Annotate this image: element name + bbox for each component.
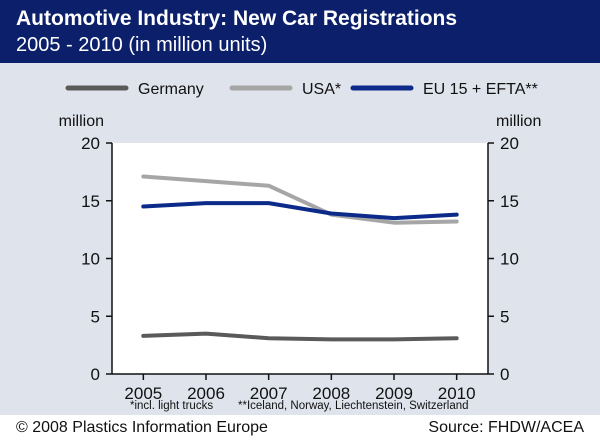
series-line-eu-15-efta xyxy=(141,201,459,221)
y-tick-label-left: 5 xyxy=(91,307,100,326)
chart-panel: 0 0 5 5 10 10 15 15 20 20 million million 2005 2006 20… xyxy=(0,63,600,415)
legend-label: Germany xyxy=(138,81,204,98)
y-tick-label-right: 10 xyxy=(500,250,519,269)
y-tick-label-right: 5 xyxy=(500,307,509,326)
y-tick-label-left: 20 xyxy=(81,134,100,153)
legend-label: EU 15 + EFTA** xyxy=(423,81,538,98)
legend-label: USA* xyxy=(302,81,341,98)
y-tick-label-left: 10 xyxy=(81,250,100,269)
footnote-efta: **Iceland, Norway, Liechtenstein, Switze… xyxy=(238,400,469,412)
header-bar: Automotive Industry: New Car Registratio… xyxy=(0,0,600,63)
x-tick-label: 2009 xyxy=(375,384,413,403)
y-tick-label-left: 0 xyxy=(91,365,100,384)
x-tick-label: 2006 xyxy=(187,384,225,403)
copyright-text: © 2008 Plastics Information Europe xyxy=(16,419,268,436)
chart-title: Automotive Industry: New Car Registratio… xyxy=(16,7,458,30)
series-line-germany xyxy=(141,331,459,342)
y-tick-label-right: 15 xyxy=(500,192,519,211)
series-line-usa xyxy=(141,174,459,225)
line-chart: 0 0 5 5 10 10 15 15 20 20 million million 2005 2006 20… xyxy=(59,81,542,412)
footnote-light-trucks: *incl. light trucks xyxy=(130,400,213,412)
chart-subtitle: 2005 - 2010 (in million units) xyxy=(16,34,268,56)
y-unit-label-right: million xyxy=(496,113,541,130)
y-tick-label-right: 20 xyxy=(500,134,519,153)
x-tick-label: 2010 xyxy=(438,384,476,403)
footer-bar: © 2008 Plastics Information Europe Sourc… xyxy=(0,415,600,443)
source-text: Source: FHDW/ACEA xyxy=(428,419,584,436)
y-tick-label-right: 0 xyxy=(500,365,509,384)
y-unit-label-left: million xyxy=(59,113,104,130)
x-tick-label: 2007 xyxy=(250,384,288,403)
y-tick-label-left: 15 xyxy=(81,192,100,211)
x-tick-label: 2008 xyxy=(312,384,350,403)
x-tick-label: 2005 xyxy=(124,384,162,403)
